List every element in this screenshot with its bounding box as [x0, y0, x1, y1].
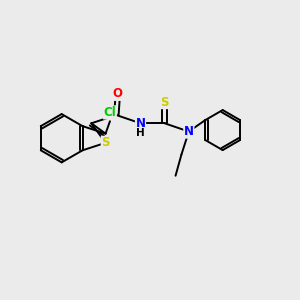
Text: S: S	[160, 96, 169, 109]
Text: N: N	[136, 117, 146, 130]
Text: N: N	[184, 125, 194, 138]
Text: Cl: Cl	[103, 106, 116, 119]
Text: S: S	[101, 136, 110, 149]
Text: H: H	[136, 128, 145, 138]
Text: O: O	[113, 87, 123, 101]
